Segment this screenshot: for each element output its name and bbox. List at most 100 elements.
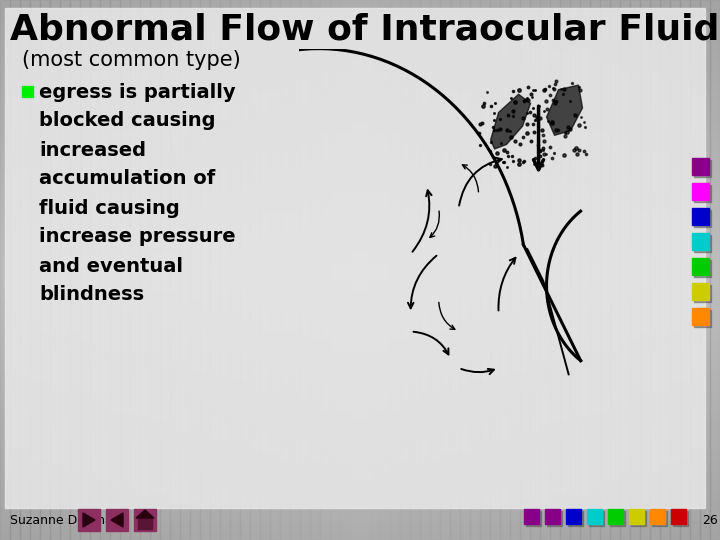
Bar (652, 511, 667, 526)
Polygon shape (546, 85, 582, 136)
Bar (640, 0, 650, 540)
Bar (0, 380, 720, 390)
Text: Suzanne D'Anna: Suzanne D'Anna (10, 514, 113, 526)
Bar (694, 235, 711, 252)
Bar (480, 0, 490, 540)
Bar (608, 509, 623, 524)
Bar (120, 0, 130, 540)
Bar (210, 0, 220, 540)
Bar (410, 0, 420, 540)
Bar (692, 283, 709, 300)
Bar (0, 290, 720, 300)
Bar (694, 285, 711, 302)
Bar (320, 0, 330, 540)
Bar (0, 310, 720, 320)
Bar (0, 180, 720, 190)
Bar (0, 530, 720, 540)
Bar (0, 250, 720, 260)
Bar (22, 86, 33, 97)
Text: 26: 26 (702, 514, 718, 526)
Bar (694, 185, 711, 202)
Bar (0, 410, 720, 420)
Bar (200, 0, 210, 540)
Bar (631, 511, 646, 526)
Bar (190, 0, 200, 540)
Bar (694, 160, 711, 177)
Bar (710, 0, 720, 540)
Bar (580, 0, 590, 540)
Bar (110, 0, 120, 540)
Bar (460, 0, 470, 540)
Bar (694, 310, 711, 327)
Bar (280, 0, 290, 540)
Bar (300, 0, 310, 540)
Bar (80, 0, 90, 540)
Bar (90, 0, 100, 540)
Bar (560, 0, 570, 540)
Bar (694, 260, 711, 277)
Bar (700, 0, 710, 540)
Bar (380, 0, 390, 540)
Bar (630, 0, 640, 540)
Bar (0, 210, 720, 220)
Bar (240, 0, 250, 540)
Polygon shape (138, 518, 152, 529)
Bar (0, 0, 720, 10)
Bar (310, 0, 320, 540)
Bar (70, 0, 80, 540)
Bar (0, 430, 720, 440)
Text: egress is partially: egress is partially (39, 83, 235, 102)
Bar (0, 480, 720, 490)
Bar (30, 0, 40, 540)
Text: (most common type): (most common type) (22, 50, 240, 70)
Bar (0, 0, 10, 540)
Bar (390, 0, 400, 540)
Polygon shape (136, 510, 154, 518)
Polygon shape (83, 513, 95, 527)
Bar (0, 500, 720, 510)
Bar (0, 460, 720, 470)
Bar (0, 80, 720, 90)
Bar (680, 0, 690, 540)
Bar (106, 509, 128, 531)
Bar (0, 280, 720, 290)
Bar (0, 10, 720, 20)
Text: blindness: blindness (39, 286, 144, 305)
Bar (130, 0, 140, 540)
Bar (568, 511, 583, 526)
Bar (692, 258, 709, 275)
Bar (0, 270, 720, 280)
Bar (0, 20, 720, 30)
Bar (470, 0, 480, 540)
Bar (692, 308, 709, 325)
Bar (587, 509, 602, 524)
Bar (0, 70, 720, 80)
Bar (0, 230, 720, 240)
Bar (692, 208, 709, 225)
Text: fluid causing: fluid causing (39, 199, 180, 218)
Bar (160, 0, 170, 540)
Bar (0, 60, 720, 70)
Bar (0, 440, 720, 450)
Bar (510, 0, 520, 540)
Bar (589, 511, 604, 526)
Text: increase pressure: increase pressure (39, 227, 235, 246)
Bar (230, 0, 240, 540)
Text: accumulation of: accumulation of (39, 170, 215, 188)
Bar (0, 110, 720, 120)
Bar (490, 0, 500, 540)
Bar (600, 0, 610, 540)
Bar (0, 420, 720, 430)
Bar (0, 160, 720, 170)
Bar (650, 0, 660, 540)
Bar (0, 220, 720, 230)
Bar (671, 509, 686, 524)
Bar (420, 0, 430, 540)
Bar (360, 0, 370, 540)
Bar (0, 240, 720, 250)
Bar (0, 150, 720, 160)
Bar (0, 390, 720, 400)
Bar (0, 170, 720, 180)
Bar (0, 300, 720, 310)
Bar (0, 400, 720, 410)
